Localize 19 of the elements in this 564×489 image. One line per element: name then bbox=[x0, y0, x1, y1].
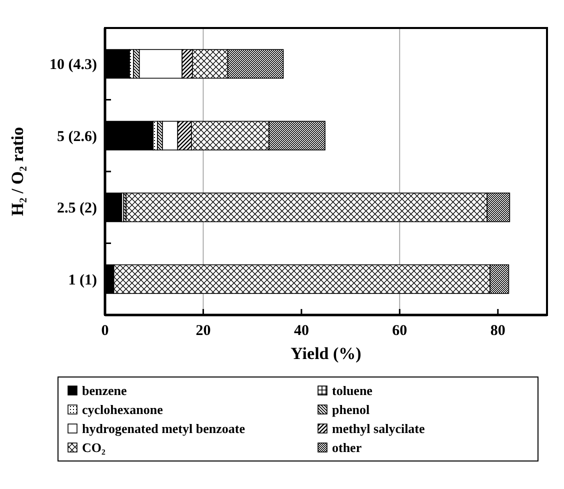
x-tick-label: 0 bbox=[101, 323, 109, 339]
legend-label: cyclohexanone bbox=[82, 402, 164, 417]
y-tick-label: 1 (1) bbox=[68, 272, 97, 288]
legend-label: toluene bbox=[332, 383, 373, 398]
legend-label: hydrogenated metyl benzoate bbox=[82, 421, 246, 436]
y-tick-label: 2.5 (2) bbox=[57, 200, 97, 217]
x-tick-label: 20 bbox=[196, 323, 211, 339]
legend-label: other bbox=[332, 440, 362, 455]
x-tick-label: 80 bbox=[490, 323, 506, 339]
y-tick-label: 10 (4.3) bbox=[50, 57, 97, 74]
x-tick-label: 60 bbox=[392, 323, 408, 339]
legend-label: methyl salycilate bbox=[332, 421, 426, 436]
x-tick-label: 40 bbox=[294, 323, 309, 339]
legend-label: phenol bbox=[332, 402, 370, 417]
legend-label: benzene bbox=[82, 383, 127, 398]
y-tick-label: 5 (2.6) bbox=[57, 128, 97, 145]
legend-label: CO₂ bbox=[82, 440, 106, 455]
y-axis-title: H₂ / O₂ ratio bbox=[8, 126, 27, 216]
x-axis-title: Yield (%) bbox=[290, 344, 362, 363]
